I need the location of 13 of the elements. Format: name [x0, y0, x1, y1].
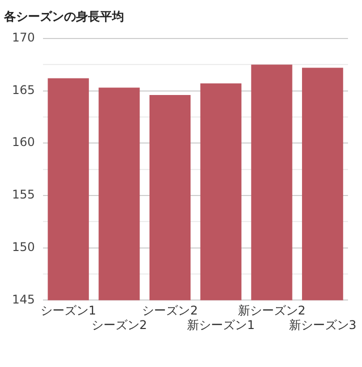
chart-title: 各シーズンの身長平均	[3, 9, 124, 24]
y-tick-label: 170	[12, 30, 35, 45]
x-tick-label: シーズン1	[40, 304, 96, 318]
y-tick-label: 155	[12, 188, 35, 202]
x-tick-label: シーズン2	[142, 304, 198, 318]
x-tick-label: 新シーズン3	[288, 318, 356, 332]
y-tick-label: 145	[12, 292, 35, 306]
y-tick-label: 150	[12, 240, 35, 254]
y-tick-label: 160	[12, 135, 35, 150]
x-tick-label: シーズン2	[91, 318, 147, 332]
x-tick-label: 新シーズン2	[238, 304, 306, 318]
y-tick-label: 165	[12, 82, 35, 97]
x-tick-label: 新シーズン1	[187, 318, 255, 332]
